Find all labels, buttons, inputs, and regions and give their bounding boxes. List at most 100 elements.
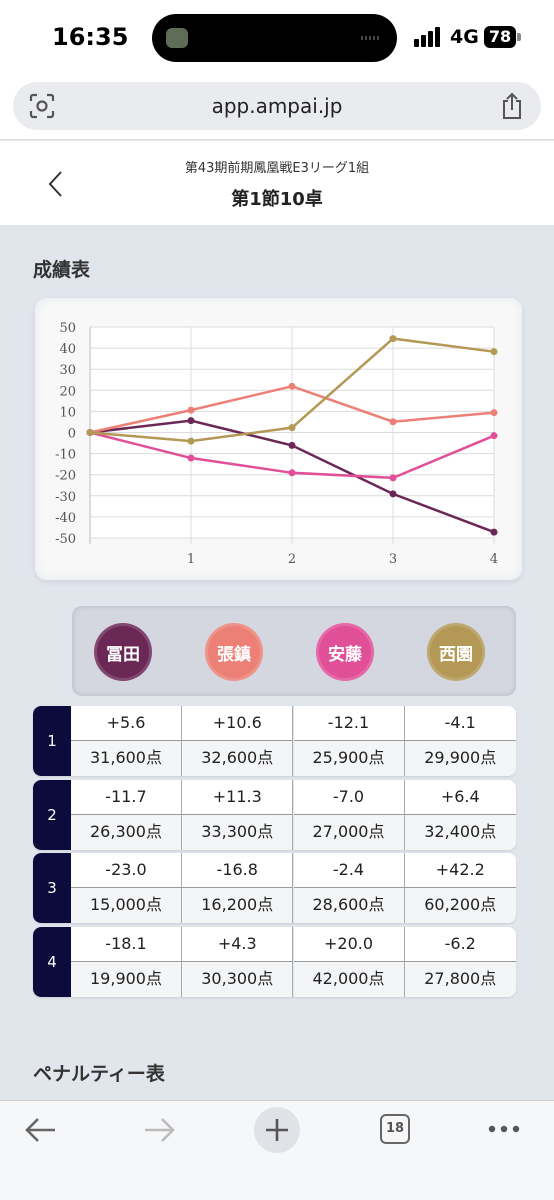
- x-tick-label: 3: [389, 552, 397, 567]
- data-point: [288, 441, 296, 449]
- score-change-cell: +4.3: [182, 927, 294, 962]
- back-chevron-icon[interactable]: [44, 169, 68, 199]
- data-point: [187, 454, 195, 462]
- browser-bottom-bar: 18: [0, 1100, 554, 1200]
- player-name: 冨田: [106, 645, 140, 665]
- plus-icon: [266, 1119, 288, 1141]
- round-row-1: 1 +5.6 31,600点 +10.6 32,600点 -12.1 25,900点 -4.1…: [33, 706, 516, 776]
- league-subtitle: 第43期前期鳳凰戦E3リーグ1組: [184, 161, 370, 176]
- y-tick-label: -20: [55, 469, 76, 484]
- x-tick-label: 1: [187, 552, 195, 567]
- score-change-cell: -2.4: [293, 853, 405, 888]
- points-cell: 25,900点: [293, 741, 405, 776]
- round-number: 4: [33, 927, 71, 997]
- results-section-title: 成績表: [33, 259, 91, 281]
- player-name: 西園: [439, 645, 473, 665]
- round-number: 1: [33, 706, 71, 776]
- score-change-cell: -16.8: [182, 853, 294, 888]
- data-point: [288, 382, 296, 390]
- data-point: [490, 348, 498, 356]
- network-type: 4G: [450, 26, 479, 48]
- x-tick-label: 4: [490, 552, 498, 567]
- player-chip-4[interactable]: 西園: [427, 623, 485, 681]
- penalty-section-title: ペナルティー表: [33, 1063, 165, 1085]
- player-chip-2[interactable]: 張鎮: [205, 623, 263, 681]
- data-point: [490, 409, 498, 417]
- score-change-cell: -6.2: [404, 927, 516, 962]
- y-tick-label: 20: [59, 384, 76, 399]
- points-cell: 32,600点: [182, 741, 294, 776]
- points-cell: 30,300点: [182, 962, 294, 997]
- points-cell: 33,300点: [182, 815, 294, 850]
- forward-arrow-icon[interactable]: [142, 1113, 176, 1147]
- score-change-cell: +11.3: [182, 780, 294, 815]
- round-number: 2: [33, 780, 71, 850]
- tab-count-button[interactable]: 18: [380, 1114, 410, 1144]
- y-tick-label: 40: [59, 342, 76, 357]
- x-tick-label: 2: [288, 552, 296, 567]
- new-tab-button[interactable]: [254, 1107, 300, 1153]
- score-change-cell: -12.1: [293, 706, 405, 741]
- score-line-chart: 50 40 30 20 10 0 -10 -20 -30 -40 -50 1 2 3 4: [55, 321, 498, 567]
- player-name: 安藤: [328, 645, 362, 665]
- points-cell: 32,400点: [404, 815, 516, 850]
- y-tick-label: 30: [59, 363, 76, 378]
- more-options-icon[interactable]: [488, 1125, 520, 1133]
- data-point: [288, 469, 296, 477]
- back-arrow-icon[interactable]: [24, 1113, 58, 1147]
- battery-icon: 78: [484, 26, 516, 48]
- url-text[interactable]: app.ampai.jp: [211, 94, 343, 118]
- page-title: 第1節10卓: [231, 189, 323, 210]
- player-chip-3[interactable]: 安藤: [316, 623, 374, 681]
- data-point: [86, 429, 94, 436]
- player-chip-1[interactable]: 冨田: [94, 623, 152, 681]
- score-change-cell: +10.6: [182, 706, 294, 741]
- data-point: [389, 474, 397, 482]
- points-cell: 15,000点: [71, 888, 182, 923]
- data-point: [490, 432, 498, 440]
- score-change-cell: +42.2: [404, 853, 516, 888]
- status-bar: 16:35 4G 78: [0, 0, 554, 62]
- round-number: 3: [33, 853, 71, 923]
- signal-icon: [414, 27, 442, 47]
- points-cell: 27,800点: [404, 962, 516, 997]
- page-header: 第43期前期鳳凰戦E3リーグ1組 第1節10卓: [0, 141, 554, 225]
- round-row-2: 2 -11.7 26,300点 +11.3 33,300点 -7.0 27,000点 +6.4…: [33, 780, 516, 850]
- data-point: [187, 417, 195, 425]
- points-cell: 27,000点: [293, 815, 405, 850]
- page-scan-icon[interactable]: [29, 93, 55, 119]
- score-change-cell: -11.7: [71, 780, 182, 815]
- y-tick-label: -40: [55, 511, 76, 526]
- y-tick-label: -50: [55, 532, 76, 547]
- round-row-4: 4 -18.1 19,900点 +4.3 30,300点 +20.0 42,000点 -6.2…: [33, 927, 516, 997]
- points-cell: 29,900点: [404, 741, 516, 776]
- y-tick-label: 50: [59, 321, 76, 336]
- points-cell: 28,600点: [293, 888, 405, 923]
- points-cell: 60,200点: [404, 888, 516, 923]
- score-change-cell: -18.1: [71, 927, 182, 962]
- y-tick-label: 10: [59, 405, 76, 420]
- data-point: [288, 424, 296, 432]
- island-activity-icon: [166, 28, 188, 48]
- score-change-cell: -23.0: [71, 853, 182, 888]
- score-change-cell: +5.6: [71, 706, 182, 741]
- points-cell: 16,200点: [182, 888, 294, 923]
- player-name: 張鎮: [217, 645, 251, 665]
- data-point: [187, 437, 195, 445]
- score-chart-card: 50 40 30 20 10 0 -10 -20 -30 -40 -50 1 2 3 4: [35, 298, 522, 580]
- y-tick-label: 0: [68, 427, 76, 442]
- points-cell: 31,600点: [71, 741, 182, 776]
- island-sensor: [361, 36, 379, 40]
- points-cell: 42,000点: [293, 962, 405, 997]
- dynamic-island: [152, 14, 397, 62]
- browser-toolbar: app.ampai.jp: [0, 62, 554, 140]
- round-row-3: 3 -23.0 15,000点 -16.8 16,200点 -2.4 28,600点 +42.…: [33, 853, 516, 923]
- address-bar[interactable]: app.ampai.jp: [13, 82, 541, 130]
- data-point: [490, 528, 498, 536]
- share-icon[interactable]: [499, 92, 525, 120]
- data-point: [389, 490, 397, 498]
- status-time: 16:35: [52, 23, 129, 51]
- points-cell: 19,900点: [71, 962, 182, 997]
- data-point: [389, 335, 397, 343]
- y-tick-label: -30: [55, 490, 76, 505]
